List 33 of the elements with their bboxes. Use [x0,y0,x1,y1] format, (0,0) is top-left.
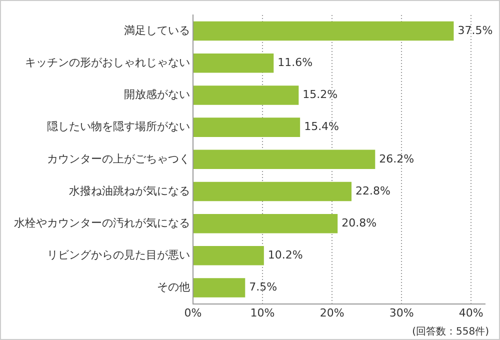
bar [194,150,376,170]
data-label: 7.5% [249,280,278,294]
bar [194,214,338,234]
data-label: 11.6% [278,56,313,69]
x-tick-label: 40% [458,306,484,320]
bar [194,278,246,298]
data-label: 20.8% [342,216,377,230]
y-tick-label: 水栓やカウンターの汚れが気になる [14,216,190,230]
x-tick-label: 30% [389,306,414,320]
y-tick-label: 隠したい物を隠す場所がない [47,120,190,134]
y-tick-label: カウンターの上がごちゃつく [47,152,190,166]
x-tick-label: 0% [184,306,202,320]
data-label: 37.5% [458,24,493,37]
data-label: 15.4% [304,120,340,134]
y-tick-label: リビングからの見た目が悪い [47,248,190,262]
y-tick-label: キッチンの形がおしゃれじゃない [25,56,190,69]
bar [194,246,264,266]
y-tick-label: 開放感がない [124,88,190,102]
data-label: 15.2% [302,88,338,102]
bar [194,54,274,73]
text: (回答数：558件) [412,326,490,338]
bar [194,182,352,202]
y-tick-label: 水撥ね油跳ねが気になる [69,184,190,198]
data-label: 10.2% [268,248,303,262]
data-label: 26.2% [379,152,414,166]
bar [194,86,299,105]
bar [194,21,454,41]
x-tick-label: 10% [250,306,275,320]
data-label: 22.8% [356,184,390,198]
x-tick-label: 20% [320,306,344,320]
y-tick-label: 満足している [124,24,190,37]
bar [194,118,300,137]
y-tick-label: その他 [157,280,190,294]
